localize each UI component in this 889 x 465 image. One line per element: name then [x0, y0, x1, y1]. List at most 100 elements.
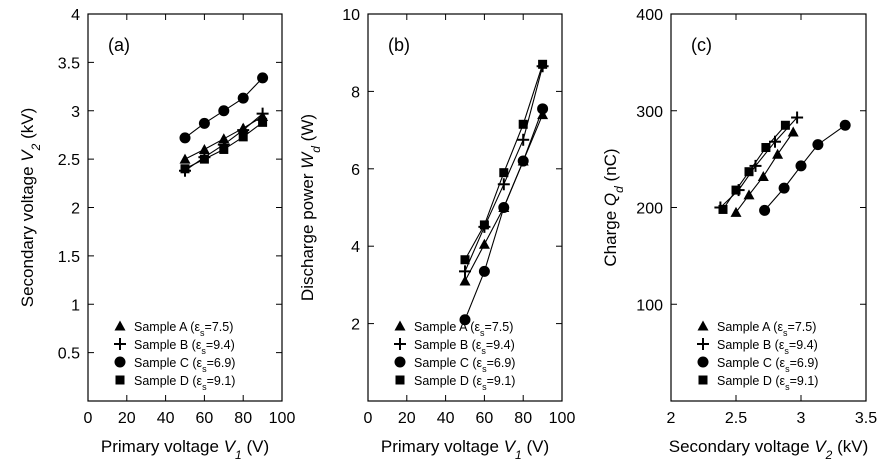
data-point-circle: [459, 314, 471, 326]
data-point-circle: [795, 160, 807, 172]
data-point-square: [731, 185, 741, 195]
series-square: [180, 117, 268, 174]
data-point-square: [180, 164, 190, 174]
data-point-square: [780, 120, 790, 130]
data-point-circle: [759, 204, 771, 216]
data-point-triangle: [218, 133, 230, 144]
legend-entry: Sample D (εs=9.1): [134, 374, 235, 392]
y-tick-label: 0.5: [58, 346, 80, 363]
chart-panel-c: 2 2.5 3 3.5 100 200 300 400 (c) Secondary voltage…: [601, 7, 877, 462]
x-tick-label: 2.5: [725, 410, 747, 427]
series-line: [464, 108, 544, 320]
data-point-circle: [478, 265, 490, 277]
x-tick-label: 80: [514, 410, 532, 427]
legend-marker-square: [115, 375, 125, 385]
data-point-square: [258, 117, 268, 127]
data-point-square: [238, 132, 248, 142]
data-point-square: [460, 255, 470, 265]
data-point-triangle: [459, 275, 471, 286]
x-tick-label: 0: [364, 410, 373, 427]
legend: Sample A (εs=7.5)Sample B (εs=9.4)Sample…: [697, 320, 818, 392]
series-square: [460, 59, 548, 265]
data-point-triangle: [757, 171, 769, 182]
legend-marker-triangle: [697, 320, 709, 331]
legend-marker-triangle: [394, 320, 406, 331]
y-tick-label: 2: [351, 317, 360, 334]
y-axis-label: Charge Qd (nC): [601, 148, 626, 266]
data-point-plus: [517, 133, 530, 146]
data-point-circle: [198, 117, 210, 129]
series-triangle: [459, 109, 549, 286]
data-point-triangle: [743, 189, 755, 200]
x-tick-label: 100: [549, 410, 576, 427]
legend-marker-triangle: [114, 320, 126, 331]
x-axis-label: Primary voltage V1 (V): [381, 437, 549, 462]
x-tick-label: 80: [234, 410, 252, 427]
x-tick-label: 40: [157, 410, 175, 427]
data-point-circle: [839, 119, 851, 131]
panel-label: (c): [691, 35, 712, 55]
plot-frame: [367, 13, 563, 402]
y-tick-label: 1: [71, 297, 80, 314]
x-tick-label: 60: [196, 410, 214, 427]
legend-entry: Sample A (εs=7.5): [414, 320, 513, 338]
y-tick-label: 4: [351, 239, 360, 256]
legend: Sample A (εs=7.5)Sample B (εs=9.4)Sample…: [394, 320, 515, 392]
x-tick-label: 40: [437, 410, 455, 427]
legend-entry: Sample A (εs=7.5): [134, 320, 233, 338]
legend-entry: Sample C (εs=6.9): [717, 356, 818, 374]
y-tick-label: 3: [71, 104, 80, 121]
data-point-square: [219, 144, 229, 154]
x-tick-label: 60: [476, 410, 494, 427]
x-tick-label: 2: [667, 410, 676, 427]
legend-entry: Sample B (εs=9.4): [134, 338, 235, 356]
legend-marker-plus: [114, 338, 126, 350]
x-tick-label: 20: [398, 410, 416, 427]
data-point-square: [744, 167, 754, 177]
series-square: [718, 120, 790, 214]
chart-panel-a: 0 20 40 60 80 100 0.5 1 1.5 2 2.5 3 3.5 4 (a) Primary v…: [18, 7, 295, 462]
legend-marker-circle: [114, 356, 126, 368]
legend-entry: Sample B (εs=9.4): [414, 338, 515, 356]
data-point-circle: [812, 139, 824, 151]
x-tick-label: 0: [84, 410, 93, 427]
legend-entry: Sample A (εs=7.5): [717, 320, 816, 338]
y-tick-label: 200: [636, 201, 663, 218]
data-point-circle: [498, 202, 510, 213]
panel-label: (b): [388, 35, 410, 55]
legend-marker-square: [395, 375, 405, 385]
chart-panel-b: 0 20 40 60 80 100 2 4 6 8 10 (b) Primary voltage V1 …: [298, 7, 575, 462]
x-tick-label: 3: [797, 410, 806, 427]
series-circle: [179, 72, 269, 144]
y-axis-label: Discharge power Wd (W): [298, 114, 323, 301]
y-tick-label: 4: [71, 7, 80, 24]
y-tick-label: 300: [636, 104, 663, 121]
series-line: [464, 64, 544, 260]
data-point-circle: [537, 103, 549, 115]
data-point-circle: [237, 92, 249, 104]
panel-label: (a): [108, 35, 130, 55]
y-axis-label: Secondary voltage V2 (kV): [18, 108, 43, 307]
series-circle: [759, 119, 851, 216]
data-point-triangle: [478, 238, 490, 249]
data-point-square: [499, 168, 509, 178]
data-point-plus: [791, 111, 804, 124]
x-tick-label: 3.5: [855, 410, 877, 427]
y-tick-label: 2.5: [58, 152, 80, 169]
series-triangle: [179, 111, 269, 164]
legend-entry: Sample B (εs=9.4): [717, 338, 818, 356]
data-point-circle: [218, 105, 230, 117]
data-point-square: [479, 220, 489, 230]
series-triangle: [730, 126, 799, 217]
data-point-triangle: [772, 148, 784, 159]
data-point-triangle: [179, 153, 191, 164]
data-point-circle: [179, 132, 191, 144]
y-tick-label: 6: [351, 162, 360, 179]
data-point-circle: [778, 182, 790, 194]
legend-entry: Sample D (εs=9.1): [717, 374, 818, 392]
data-point-circle: [517, 155, 529, 167]
legend-marker-circle: [394, 356, 406, 368]
legend: Sample A (εs=7.5)Sample B (εs=9.4) Sample…: [114, 320, 235, 392]
data-point-triangle: [787, 126, 799, 137]
